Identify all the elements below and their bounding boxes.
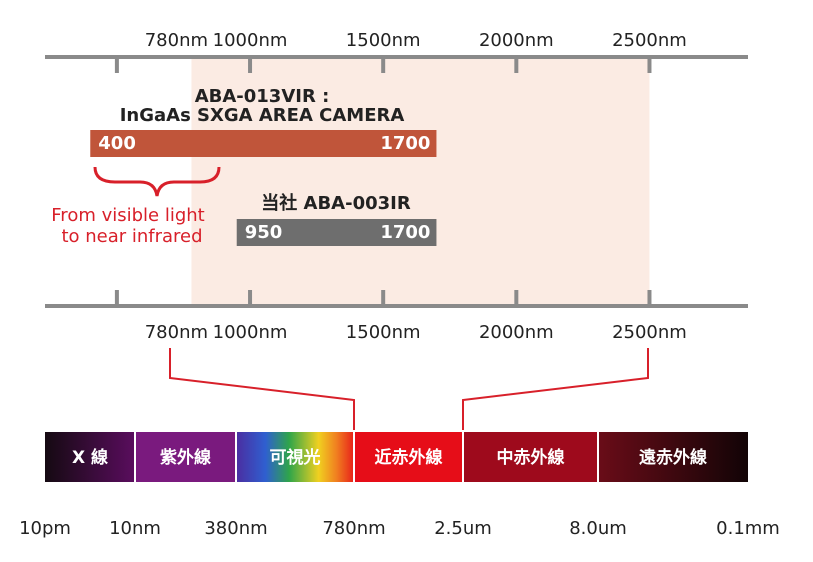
range-max: 1700 [380,133,430,154]
spectrum-band [236,432,354,482]
band-label: 近赤外線 [375,447,443,468]
sensor-name: 当社 ABA-003IR [261,192,411,214]
boundary-label: 780nm [322,518,385,539]
boundary-label: 2.5um [434,518,492,539]
boundary-label: 8.0um [569,518,627,539]
boundary-label: 10nm [109,518,161,539]
tick-label: 1500nm [346,30,421,51]
spectrum-band [354,432,463,482]
spectrum-band [135,432,236,482]
spectrum-band [463,432,598,482]
tick-label: 1000nm [213,322,288,343]
range-min: 400 [98,133,136,154]
connector [462,348,649,430]
tick-label: 1000nm [213,30,288,51]
band-label: 可視光 [270,447,321,468]
tick-label: 2000nm [479,322,554,343]
marker-label: 780nm [145,322,208,343]
range-bar [236,219,437,246]
spectrum-band [598,432,748,482]
connector [169,348,355,430]
band-label: 中赤外線 [497,447,565,468]
sensor-subtitle: InGaAs SXGA AREA CAMERA [120,105,405,126]
band-label: X 線 [72,447,108,468]
band-label: 遠赤外線 [639,447,707,468]
band-label: 紫外線 [160,447,211,468]
tick-label: 2000nm [479,30,554,51]
boundary-label: 10pm [19,518,71,539]
tick-label: 2500nm [612,30,687,51]
range-min: 950 [245,222,283,243]
annotation: to near infrared [61,226,202,247]
annotation: From visible light [51,205,204,226]
brace [93,166,221,197]
tick-label: 2500nm [612,322,687,343]
sensor-name: ABA-013VIR : [195,86,330,107]
boundary-label: 380nm [204,518,267,539]
range-bar [90,130,437,157]
highlight-region [191,57,650,306]
boundary-label: 0.1mm [716,518,780,539]
range-max: 1700 [380,222,430,243]
spectrum-band [45,432,135,482]
tick-label: 1500nm [346,322,421,343]
marker-label: 780nm [145,30,208,51]
